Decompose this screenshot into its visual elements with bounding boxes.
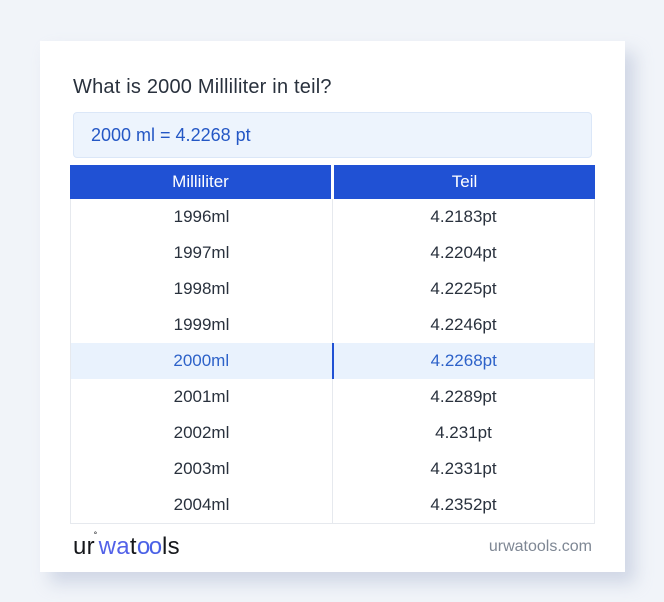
table-row: 2003ml 4.2331pt bbox=[71, 451, 594, 487]
logo-part-t: t bbox=[129, 533, 137, 560]
table-row: 2000ml 4.2268pt bbox=[71, 343, 594, 379]
table-body: 1996ml 4.2183pt 1997ml 4.2204pt 1998ml 4… bbox=[70, 199, 595, 524]
milliliter-cell: 1996ml bbox=[71, 199, 333, 235]
logo-part-ur: ur bbox=[73, 533, 95, 560]
teil-cell: 4.2268pt bbox=[430, 351, 497, 370]
conversion-result-text: 2000 ml = 4.2268 pt bbox=[91, 124, 251, 145]
teil-cell: 4.2352pt bbox=[430, 495, 497, 514]
logo-rings-icon: oo bbox=[136, 533, 162, 560]
table-row: 1998ml 4.2225pt bbox=[71, 271, 594, 307]
urwatools-logo[interactable]: ur˚watools bbox=[73, 532, 180, 561]
milliliter-cell: 1997ml bbox=[71, 235, 333, 271]
site-link[interactable]: urwatools.com bbox=[488, 538, 592, 555]
table-row: 2002ml 4.231pt bbox=[71, 415, 594, 451]
page-title: What is 2000 Milliliter in teil? bbox=[73, 76, 332, 98]
teil-cell: 4.2183pt bbox=[430, 207, 497, 226]
table-row: 2004ml 4.2352pt bbox=[71, 487, 594, 523]
table-header-milliliter: Milliliter bbox=[70, 165, 331, 199]
milliliter-cell: 1998ml bbox=[71, 271, 333, 307]
milliliter-cell: 2000ml bbox=[71, 343, 334, 379]
milliliter-cell: 2004ml bbox=[71, 487, 333, 523]
milliliter-cell: 2002ml bbox=[71, 415, 333, 451]
table-header-teil: Teil bbox=[334, 165, 595, 199]
teil-cell: 4.2204pt bbox=[430, 243, 497, 262]
table-row: 2001ml 4.2289pt bbox=[71, 379, 594, 415]
milliliter-cell: 1999ml bbox=[71, 307, 333, 343]
milliliter-cell: 2001ml bbox=[71, 379, 333, 415]
logo-degree-icon: ˚ bbox=[93, 532, 98, 543]
teil-cell: 4.2246pt bbox=[430, 315, 497, 334]
teil-cell: 4.2289pt bbox=[430, 387, 497, 406]
conversion-result-box: 2000 ml = 4.2268 pt bbox=[73, 112, 592, 158]
table-header-row: Milliliter Teil bbox=[70, 165, 595, 199]
logo-part-wa: wa bbox=[98, 533, 130, 560]
teil-cell: 4.231pt bbox=[435, 423, 492, 442]
table-row: 1997ml 4.2204pt bbox=[71, 235, 594, 271]
teil-cell: 4.2331pt bbox=[430, 459, 497, 478]
converter-card: What is 2000 Milliliter in teil? 2000 ml… bbox=[40, 41, 625, 572]
table-row: 1999ml 4.2246pt bbox=[71, 307, 594, 343]
conversion-table: Milliliter Teil 1996ml 4.2183pt 1997ml 4… bbox=[70, 165, 595, 524]
table-row: 1996ml 4.2183pt bbox=[71, 199, 594, 235]
milliliter-cell: 2003ml bbox=[71, 451, 333, 487]
footer: ur˚watools urwatools.com bbox=[73, 532, 592, 561]
logo-part-ls: ls bbox=[162, 533, 180, 560]
teil-cell: 4.2225pt bbox=[430, 279, 497, 298]
